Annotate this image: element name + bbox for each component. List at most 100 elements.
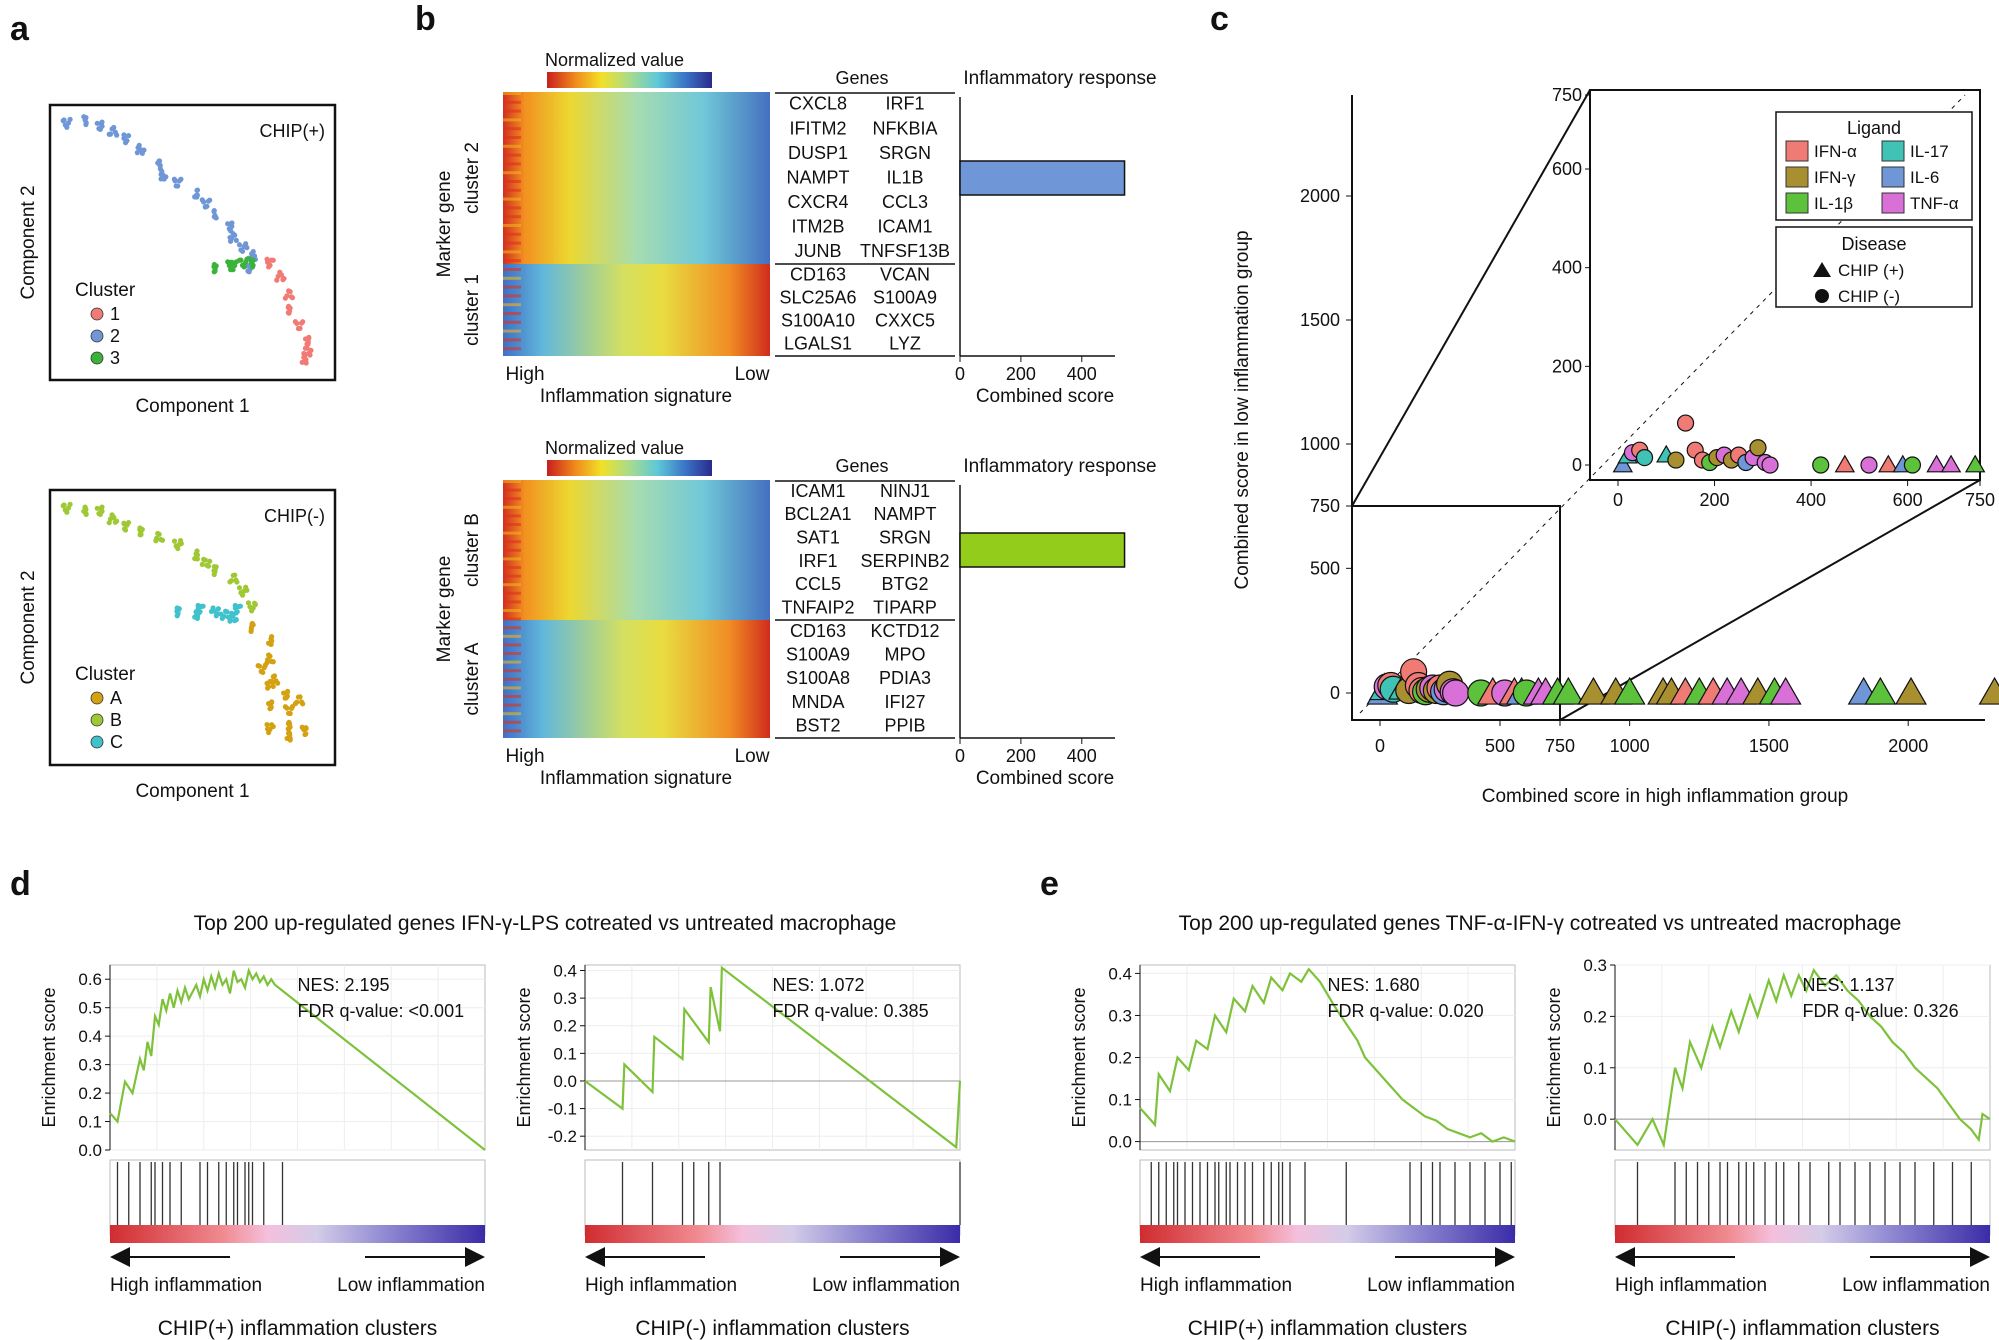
bar-mark [959,532,1126,568]
data-point [281,275,287,282]
heatmap-row-stripe [503,720,521,724]
heatmap-row-stripe [503,677,521,681]
heatmap-row-stripe [503,303,521,307]
data-point [260,669,266,676]
data-point [192,614,198,620]
nes-label: NES: 2.195 [298,975,390,995]
heatmap-row-stripe [503,206,521,210]
data-point [175,608,181,615]
heatmap-row-stripe [503,480,521,483]
data-point-circle [1667,451,1685,469]
x-tick-label: 500 [1485,736,1515,756]
heatmap-row-stripe [503,514,521,518]
heatmap-row-stripe [503,294,521,298]
heatmap-row-stripe [503,162,521,166]
data-point [284,693,290,699]
data-point-circle [1635,449,1654,467]
footer-label: CHIP(+) inflammation clusters [1188,1317,1468,1340]
legend-label: IL-17 [1910,142,1949,161]
y-tick-label: 0.0 [553,1072,577,1091]
colorbar-title: Normalized value [545,50,684,70]
bar-tick-label: 0 [955,746,965,766]
data-point [284,688,291,694]
heatmap-row-stripe [503,320,521,324]
y-axis-label: Component 2 [18,570,39,684]
data-point [282,704,288,710]
bar-title: Inflammatory response [963,456,1156,477]
data-point [204,203,210,209]
plot-frame [48,488,337,767]
data-point [285,288,292,294]
y-tick-label: 0.2 [553,1017,577,1036]
heatmap-row-stripe [503,540,521,544]
data-point [233,577,239,583]
heatmap-lower [503,620,770,738]
data-point [244,245,250,251]
x-axis-label: Combined score in high inflammation grou… [1482,786,1848,807]
data-point [247,256,253,262]
heatmap-row-stripe [503,180,521,183]
fdr-label: FDR q-value: 0.020 [1328,1001,1484,1021]
data-point [215,606,221,612]
legend-swatch [1785,166,1809,188]
y-tick-label: 0.3 [553,989,577,1008]
heatmap-row-stripe [503,109,521,113]
gene-name: CCL3 [882,192,928,212]
data-point [297,694,303,700]
data-point-triangle [1964,454,1986,473]
legend-marker [90,713,104,727]
data-point [239,592,246,598]
legend-marker [90,735,104,749]
data-point [62,507,68,513]
data-point [243,241,249,247]
heatmap-row-stripe [503,591,521,595]
heatmap-row-stripe [503,144,521,148]
data-point [208,608,215,615]
data-point [211,208,217,215]
group-title: Top 200 up-regulated genes IFN-γ-LPS cot… [194,912,897,935]
data-point [212,566,218,572]
fdr-label: FDR q-value: <0.001 [298,1001,465,1021]
heatmap-row-stripe [503,557,521,561]
data-point [285,730,292,736]
gene-name: S100A8 [786,668,850,688]
data-point [224,609,230,615]
data-point [288,705,295,711]
data-point [81,508,87,514]
gene-name: BTG2 [881,574,928,594]
heatmap-lower [503,264,770,356]
data-point [302,336,309,342]
data-point [266,652,272,658]
ligand-legend [1775,111,1973,221]
data-point [282,295,288,301]
inset-y-tick: 400 [1552,258,1582,278]
gene-name: CD163 [790,265,846,285]
gene-name: SLC25A6 [779,288,856,308]
data-point [83,121,89,128]
data-point [114,518,120,524]
data-point [221,613,227,619]
heatmap-row-stripe [503,600,521,604]
heatmap-row-stripe [503,259,521,263]
x-label-right: Low inflammation [1367,1275,1515,1296]
data-point [122,527,129,533]
gene-name: SERPINB2 [860,551,949,571]
legend-marker [90,351,104,365]
enrichment-line [1614,967,1991,1149]
gene-name: SRGN [879,143,931,163]
data-point [173,183,179,189]
heatmap-row-stripe [503,118,521,122]
x-label-left: High inflammation [1140,1275,1292,1296]
data-point [94,120,100,126]
legend-label: IFN-α [1814,142,1857,161]
y-tick-label: 2000 [1300,186,1340,206]
inset-x-tick: 600 [1893,490,1923,510]
legend-symbol [1813,262,1831,277]
y-tick-label: 0.0 [1583,1110,1607,1129]
data-point [227,234,233,241]
data-point [271,673,278,679]
data-point [265,640,272,646]
zoom-line [1559,479,1981,721]
data-point [134,150,140,156]
data-point [294,699,300,705]
